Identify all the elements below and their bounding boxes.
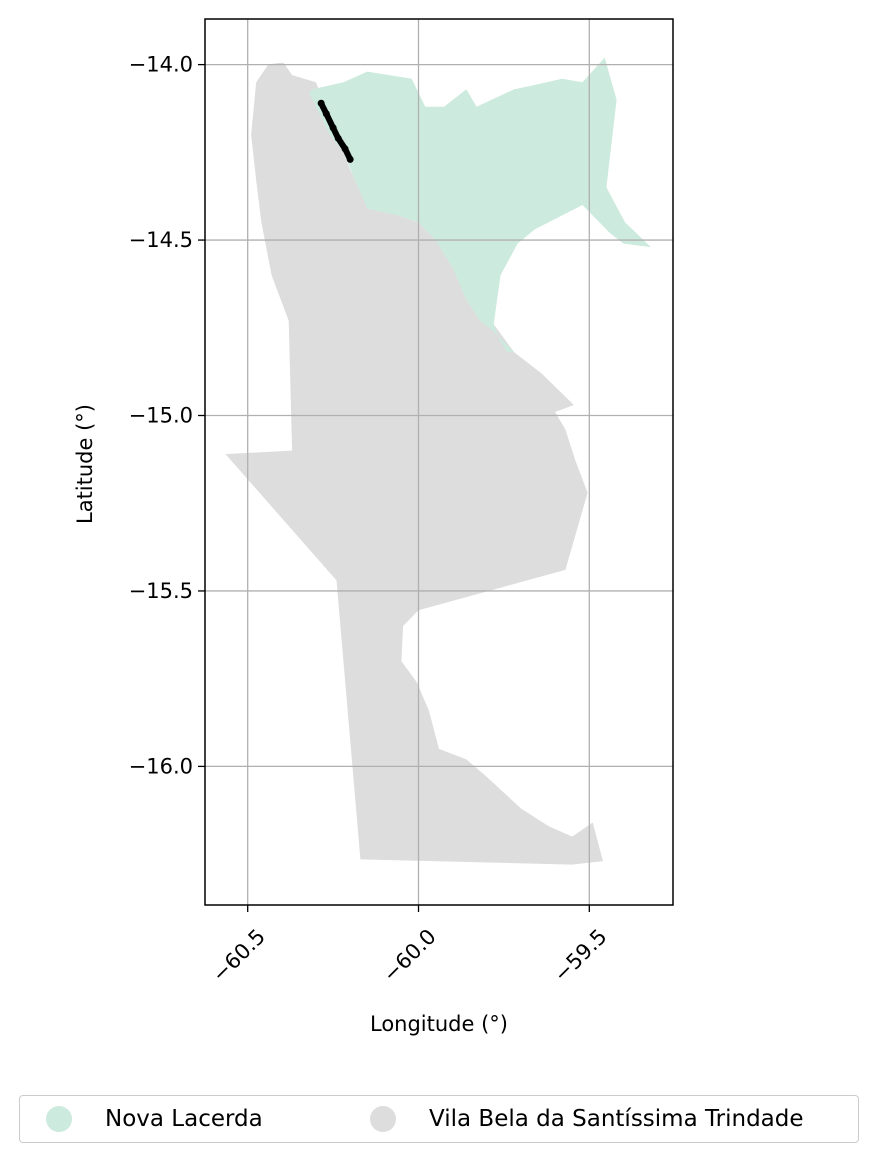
legend-label: Nova Lacerda bbox=[105, 1106, 263, 1132]
x-tick-label: −59.5 bbox=[549, 924, 611, 986]
x-tick-label: −60.0 bbox=[378, 924, 440, 986]
x-axis-label: Longitude (°) bbox=[370, 1012, 508, 1036]
legend-item-nova-lacerda: Nova Lacerda bbox=[46, 1096, 263, 1142]
track-point bbox=[341, 145, 349, 153]
x-tick-label: −60.5 bbox=[208, 924, 270, 986]
track-point bbox=[317, 99, 325, 107]
region-nova-lacerda bbox=[309, 57, 651, 353]
y-axis-label: Latitude (°) bbox=[73, 404, 97, 524]
y-tick-label: −14.0 bbox=[129, 53, 193, 77]
y-tick-label: −14.5 bbox=[129, 228, 193, 252]
track-layer bbox=[317, 99, 354, 163]
track-point bbox=[322, 110, 330, 118]
grid-lines bbox=[205, 19, 673, 905]
map-figure: −60.5 −60.0 −59.5 −14.0 −14.5 −15.0 −15.5 −16.0… bbox=[73, 18, 674, 1036]
y-tick-label: −16.0 bbox=[129, 754, 193, 778]
legend: Nova Lacerda Vila Bela da Santíssima Tri… bbox=[19, 1095, 859, 1143]
track-point bbox=[334, 134, 342, 142]
track-point bbox=[329, 124, 337, 132]
region-vila-bela-da-santissima-trindade bbox=[225, 62, 603, 865]
legend-marker-vila-bela bbox=[370, 1106, 396, 1132]
legend-item-vila-bela: Vila Bela da Santíssima Trindade bbox=[370, 1096, 804, 1142]
regions-layer bbox=[225, 57, 651, 865]
legend-marker-nova-lacerda bbox=[46, 1106, 72, 1132]
y-tick-label: −15.0 bbox=[129, 404, 193, 428]
track-point bbox=[346, 155, 354, 163]
y-tick-label: −15.5 bbox=[129, 579, 193, 603]
legend-label: Vila Bela da Santíssima Trindade bbox=[429, 1106, 804, 1132]
axes-frame bbox=[204, 18, 674, 906]
